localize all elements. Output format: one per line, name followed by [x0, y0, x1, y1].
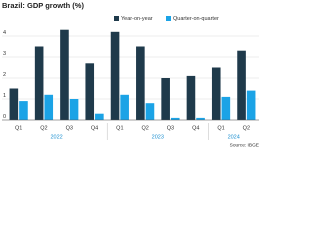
chart: Brazil: GDP growth (%) Source: IBGE 0 1 2 3…: [2, 1, 259, 148]
source-note: Source: IBGE: [230, 142, 259, 148]
bar: [196, 117, 205, 120]
year-label: 2022: [50, 134, 62, 140]
bar: [136, 46, 145, 120]
bar: [145, 103, 155, 120]
bar: [44, 94, 54, 120]
bar: [170, 117, 180, 120]
chart-title: Brazil: GDP growth (%): [2, 1, 84, 10]
year-label: 2023: [152, 134, 164, 140]
x-tick-label: Q1: [15, 125, 22, 131]
x-tick-label: Q1: [116, 125, 123, 131]
x-tick-label: Q2: [40, 125, 47, 131]
bar: [19, 101, 28, 120]
bar: [186, 75, 196, 120]
legend-label: Quarter-on-quarter: [173, 16, 219, 22]
bar: [246, 90, 256, 120]
y-tick-label: 2: [3, 72, 6, 78]
bar: [60, 29, 69, 121]
bar: [69, 99, 79, 120]
bar: [85, 63, 95, 120]
y-tick-label: 1: [3, 93, 6, 99]
x-tick-label: Q3: [66, 125, 73, 131]
x-tick-label: Q4: [91, 125, 98, 131]
bar: [211, 67, 221, 120]
bar: [161, 78, 170, 120]
bar: [221, 96, 231, 120]
legend-swatch: [114, 16, 119, 21]
x-tick-label: Q1: [217, 125, 224, 131]
bar: [95, 113, 104, 120]
legend-label: Year-on-year: [121, 16, 153, 22]
y-tick-label: 0: [3, 114, 6, 120]
bar: [34, 46, 44, 120]
year-label: 2024: [228, 134, 240, 140]
y-tick-label: 3: [3, 51, 6, 57]
bar: [120, 94, 129, 120]
x-tick-label: Q4: [192, 125, 199, 131]
bar: [237, 50, 246, 121]
bar: [9, 88, 19, 120]
bar: [110, 31, 120, 120]
legend-swatch: [166, 16, 171, 21]
x-tick-label: Q3: [167, 125, 174, 131]
x-tick-label: Q2: [243, 125, 250, 131]
x-tick-label: Q2: [141, 125, 148, 131]
y-tick-label: 4: [3, 30, 6, 36]
